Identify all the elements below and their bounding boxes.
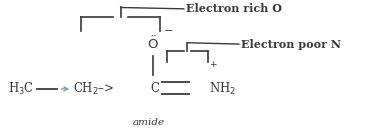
Text: $\ddot{\rm O}$: $\ddot{\rm O}$ [147,36,159,52]
Text: CH$_2$–>: CH$_2$–> [73,81,115,97]
Text: Electron rich O: Electron rich O [186,3,282,14]
Text: +: + [210,60,217,69]
Text: H$_3$C: H$_3$C [8,81,34,97]
Text: −: − [164,25,173,35]
Text: amide: amide [133,118,165,127]
Text: NH$_2$: NH$_2$ [210,81,237,97]
Text: Electron poor N: Electron poor N [241,39,341,50]
Text: C: C [151,82,160,95]
